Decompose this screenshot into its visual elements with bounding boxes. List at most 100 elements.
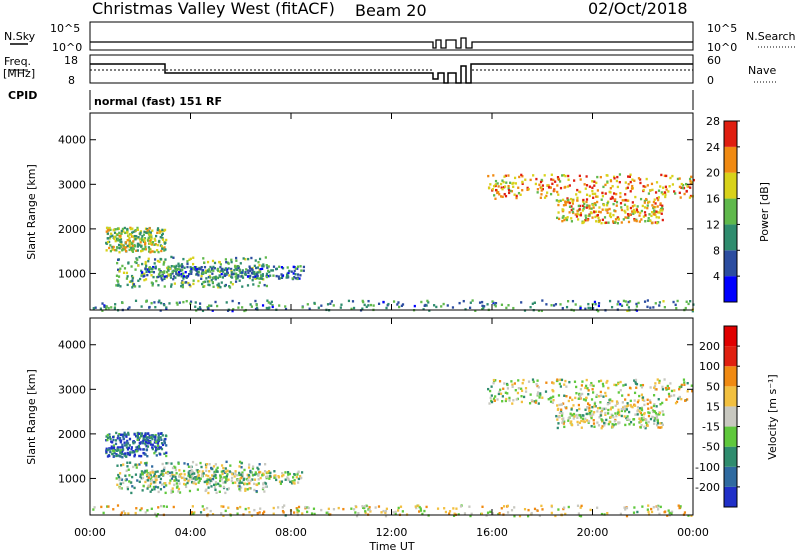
echo-cell <box>607 221 610 224</box>
echo-cell <box>499 195 503 198</box>
colorbar-segment <box>724 276 737 302</box>
echo-cell <box>177 272 180 275</box>
echo-cell <box>464 308 467 311</box>
echo-cell <box>606 379 609 383</box>
echo-cell <box>660 173 663 177</box>
echo-cell <box>150 267 153 270</box>
echo-cell <box>608 420 611 424</box>
echo-cell <box>238 269 241 272</box>
echo-cell <box>523 507 527 511</box>
echo-cell <box>141 271 144 274</box>
echo-cell <box>256 273 259 276</box>
echo-cell <box>647 201 650 204</box>
echo-cell <box>261 267 264 271</box>
echo-cell <box>157 273 161 276</box>
echo-cell <box>570 220 574 223</box>
echo-cell <box>512 185 515 188</box>
echo-cell <box>176 273 179 277</box>
echo-cell <box>300 269 303 272</box>
echo-cell <box>226 309 230 312</box>
echo-cell <box>112 449 115 452</box>
echo-cell <box>111 234 114 237</box>
echo-cell <box>259 507 262 510</box>
echo-cell <box>153 438 157 441</box>
x-axis-label: Time UT <box>368 540 414 553</box>
echo-cell <box>606 180 609 183</box>
echo-cell <box>616 216 620 219</box>
echo-cell <box>622 384 625 387</box>
echo-cell <box>287 477 290 481</box>
echo-cell <box>167 461 170 465</box>
echo-cell <box>171 270 174 274</box>
echo-cell <box>564 406 567 409</box>
echo-cell <box>119 433 123 437</box>
echo-cell <box>200 266 203 269</box>
echo-cell <box>626 186 629 189</box>
echo-cell <box>561 174 564 177</box>
echo-cell <box>199 477 202 481</box>
echo-cell <box>249 274 252 278</box>
echo-cell <box>178 301 181 304</box>
echo-cell <box>108 226 111 230</box>
echo-cell <box>193 266 196 269</box>
echo-cell <box>645 197 648 201</box>
echo-cell <box>187 465 191 468</box>
echo-cell <box>270 269 273 272</box>
echo-cell <box>200 465 203 469</box>
echo-cell <box>125 433 128 436</box>
echo-cell <box>540 309 543 313</box>
echo-cell <box>115 274 119 277</box>
echo-cell <box>620 221 623 224</box>
echo-cell <box>137 264 140 267</box>
colorbar-segment <box>724 486 737 507</box>
echo-cell <box>152 471 155 474</box>
echo-cell <box>107 306 110 310</box>
echo-cell <box>165 454 168 458</box>
echo-cell <box>561 412 564 415</box>
echo-cell <box>141 249 144 252</box>
echo-cell <box>489 389 492 393</box>
echo-cell <box>175 301 178 305</box>
echo-cell <box>135 450 138 453</box>
echo-cell <box>607 386 610 390</box>
echo-cell <box>161 232 164 236</box>
echo-cell <box>392 511 395 514</box>
echo-cell <box>587 420 591 423</box>
echo-cell <box>202 281 205 284</box>
echo-cell <box>253 508 256 512</box>
echo-cell <box>160 447 164 451</box>
echo-cell <box>257 478 260 481</box>
echo-cell <box>159 269 162 273</box>
echo-cell <box>246 284 250 287</box>
echo-cell <box>596 506 599 509</box>
echo-cell <box>507 174 510 177</box>
echo-cell <box>591 216 594 219</box>
echo-cell <box>219 275 222 278</box>
echo-cell <box>184 275 187 279</box>
echo-cell <box>179 269 183 272</box>
echo-cell <box>216 276 220 280</box>
echo-cell <box>545 194 548 198</box>
echo-cell <box>105 449 108 452</box>
echo-cell <box>692 178 695 182</box>
echo-cell <box>659 185 662 188</box>
echo-cell <box>581 417 585 420</box>
echo-cell <box>361 505 364 508</box>
echo-cell <box>616 412 620 415</box>
echo-cell <box>201 473 204 476</box>
colorbar-tick-label: -200 <box>695 481 720 494</box>
echo-cell <box>497 513 500 516</box>
echo-cell <box>631 178 634 181</box>
echo-cell <box>142 448 145 451</box>
y-tick-label: 4000 <box>58 339 86 352</box>
echo-cell <box>248 511 251 514</box>
echo-cell <box>134 260 137 264</box>
echo-cell <box>663 306 666 309</box>
echo-cell <box>171 466 175 470</box>
echo-cell <box>109 437 112 441</box>
echo-cell <box>231 472 234 476</box>
echo-cell <box>653 198 656 201</box>
echo-cell <box>686 185 689 188</box>
echo-cell <box>107 228 110 232</box>
